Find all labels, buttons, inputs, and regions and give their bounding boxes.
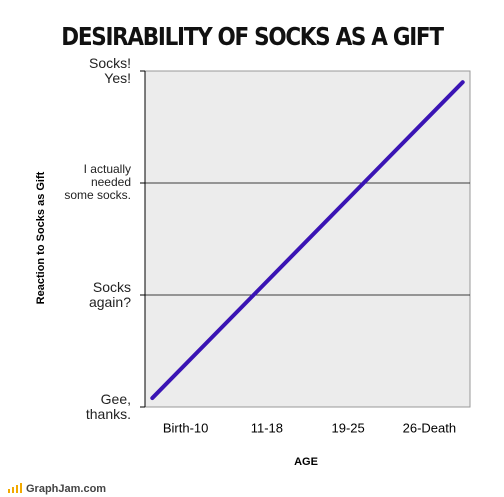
y-tick-label: Socks again? <box>88 278 131 310</box>
footer: GraphJam.com <box>26 483 106 495</box>
x-tick-label: 19-25 <box>332 420 365 435</box>
y-axis-title: Reaction to Socks as Gift <box>35 171 47 304</box>
line <box>150 80 465 401</box>
x-tick-label: 26-Death <box>403 420 456 435</box>
x-tick-label: 11-18 <box>251 420 283 435</box>
y-tick-label: I actually needed some socks. <box>64 162 131 203</box>
logo <box>8 483 22 493</box>
y-tick-label: Socks! Yes! <box>88 54 131 86</box>
x-axis-title: AGE <box>294 456 318 468</box>
y-tick-label: Gee, thanks. <box>85 390 131 422</box>
x-tick-label: Birth-10 <box>163 420 209 435</box>
chart-title: DESIRABILITY OF SOCKS AS A GIFT <box>61 22 444 51</box>
